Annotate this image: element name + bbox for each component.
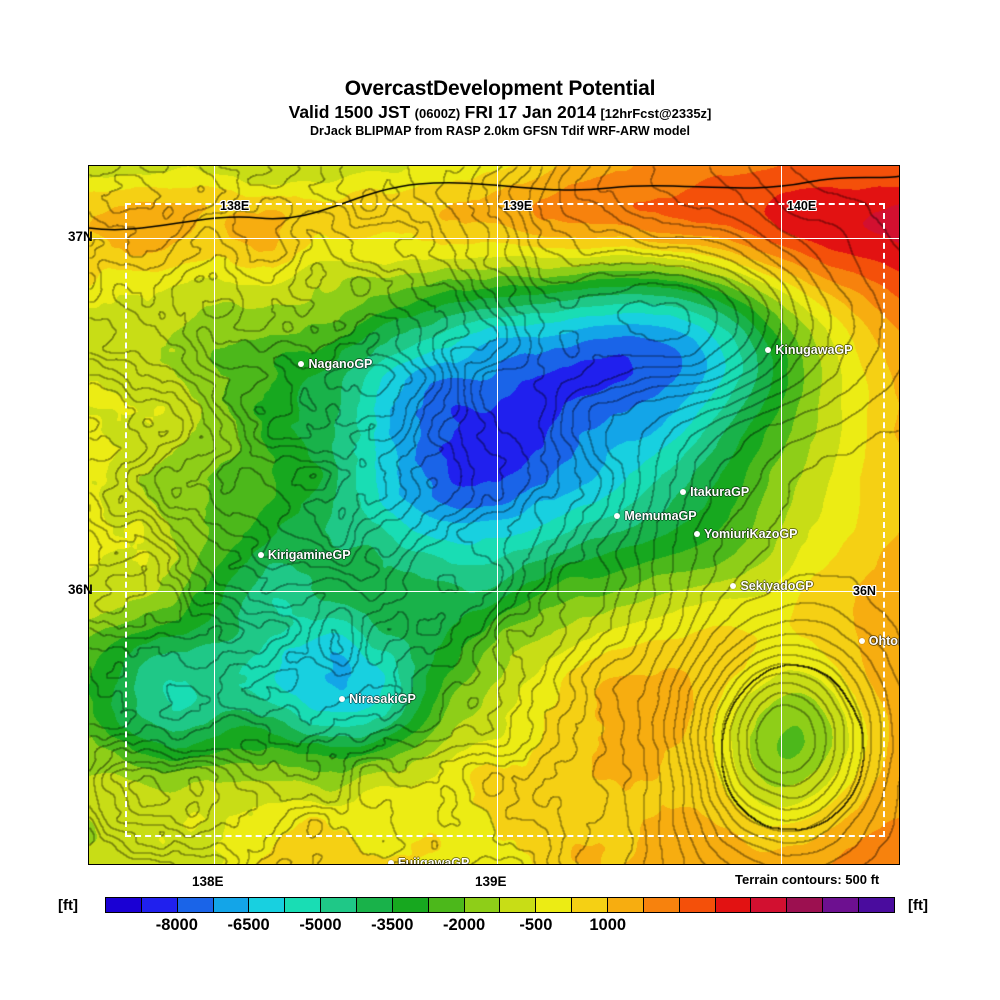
terrain-contour-note: Terrain contours: 500 ft [735,872,880,887]
colorbar-swatch-19 [787,898,824,912]
colorbar-tick--2000: -2000 [442,916,486,934]
valid-time-line: Valid 1500 JST (0600Z) FRI 17 Jan 2014 [… [0,103,1000,123]
station-label: FujigawaGP [397,855,470,865]
valid-time-utc: (0600Z) [414,106,461,122]
station-naganogp[interactable]: NaganoGP [298,357,372,371]
map-panel[interactable]: 138E 139E 140E 36N NaganoGP KinugawaGP Ita… [88,165,900,865]
station-dot-icon [339,695,346,702]
colorbar-swatch-21 [859,898,894,912]
station-fujigawagp[interactable]: FujigawaGP [387,855,470,865]
colorbar-swatch-6 [321,898,358,912]
station-dot-icon [765,347,772,354]
colorbar-tick--8000: -8000 [155,916,198,934]
colorbar-swatches[interactable] [105,897,895,913]
lon-label-top-138e: 138E [220,199,250,213]
station-label: NirasakiGP [349,691,416,706]
station-nirasakigp[interactable]: NirasakiGP [339,692,416,706]
station-dot-icon [680,489,687,496]
colorbar-tick--3500: -3500 [371,916,414,934]
weather-raster-canvas [89,166,899,864]
colorbar-swatch-8 [392,898,429,912]
valid-date: FRI 17 Jan 2014 [464,102,596,123]
station-kirigaminegp[interactable]: KirigamineGP [257,547,351,562]
lon-label-bottom-138e: 138E [192,874,224,889]
station-memumagp[interactable]: MemumaGP [614,509,697,523]
station-label: YomiuriKazoGP [703,526,798,541]
lat-label-left-37n: 37N [68,229,93,244]
station-sekiyadogp[interactable]: SekiyadoGP [730,579,813,593]
station-label: KirigamineGP [267,547,351,562]
station-dot-icon [858,637,865,644]
station-label: NaganoGP [308,357,373,372]
forecast-run-tag: [12hrFcst@2335z] [600,106,712,122]
colorbar-swatch-11 [500,898,537,912]
graticule-lat-36n [89,591,899,593]
colorbar-swatch-13 [572,898,609,912]
model-source-line: DrJack BLIPMAP from RASP 2.0km GFSN Tdif… [310,123,690,138]
colorbar-swatch-16 [679,898,716,912]
colorbar-swatch-3 [213,898,250,912]
station-dot-icon [257,551,264,558]
lat-label-left-36n: 36N [68,582,93,597]
station-dot-icon [730,583,737,589]
colorbar-unit-left: [ft] [58,897,78,914]
station-yomiurikazogp[interactable]: YomiuriKazoGP [693,526,798,541]
colorbar-swatch-1 [141,898,178,912]
lon-label-top-139e: 139E [503,199,533,213]
colorbar-swatch-15 [643,898,680,912]
page-title: OvercastDevelopment Potential [344,77,656,100]
station-dot-icon [387,859,394,864]
colorbar-tick--6500: -6500 [227,916,270,934]
lon-label-top-140e: 140E [787,199,817,213]
lat-label-right-36n: 36N [853,584,876,598]
graticule-lon-139e [497,166,499,864]
station-label: ItakuraGP [690,485,750,500]
colorbar-swatch-20 [823,898,860,912]
graticule-lat-37n [89,238,899,240]
colorbar-tick-1000: 1000 [589,916,627,934]
station-ohtone[interactable]: Ohtone [858,633,899,648]
colorbar-swatch-0 [106,898,142,912]
station-label: MemumaGP [624,509,697,523]
colorbar-unit-right: [ft] [908,897,928,914]
colorbar-swatch-4 [249,898,286,912]
station-kinugawagp[interactable]: KinugawaGP [765,343,852,357]
graticule-lon-138e [214,166,216,864]
station-itakuragp[interactable]: ItakuraGP [680,485,749,499]
station-label: Ohtone [868,633,899,648]
title-block: OvercastDevelopment Potential Valid 1500… [0,77,1000,138]
station-label: KinugawaGP [775,343,853,358]
valid-time-main: Valid 1500 JST [288,102,411,123]
colorbar-swatch-10 [464,898,501,912]
colorbar-swatch-12 [536,898,573,912]
colorbar-tick--500: -500 [519,916,553,934]
colorbar-swatch-5 [285,898,322,912]
colorbar-legend: [ft] [ft] -8000 -6500 -5000 -3500 -2000 -500 1… [0,897,1000,937]
colorbar-swatch-14 [608,898,644,912]
colorbar-swatch-2 [177,898,214,912]
station-dot-icon [614,513,621,519]
lon-label-bottom-139e: 139E [475,874,507,889]
colorbar-tick--5000: -5000 [299,916,342,934]
station-dot-icon [693,530,700,537]
colorbar-swatch-9 [428,898,465,912]
graticule-lon-140e [781,166,783,864]
station-dot-icon [298,361,305,368]
colorbar-swatch-18 [751,898,788,912]
colorbar-swatch-17 [715,898,752,912]
station-label: SekiyadoGP [740,579,814,593]
colorbar-swatch-7 [357,898,393,912]
